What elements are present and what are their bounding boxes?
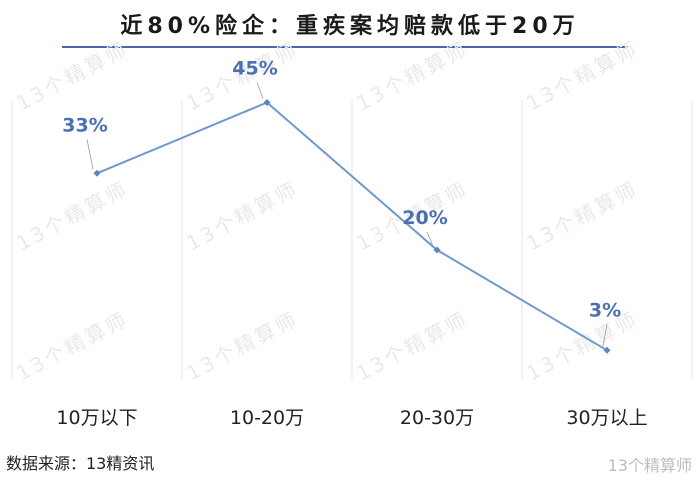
data-point [93,169,101,177]
label-leader-line [86,139,94,170]
label-leader-line [426,231,434,247]
value-label: 33% [62,114,107,136]
brand-watermark: 13个精算师 [607,456,692,475]
value-label: 3% [589,299,621,321]
value-label: 45% [232,58,277,80]
series-line [96,101,608,352]
chart-title: 近80%险企：重疾案均赔款低于20万 [120,14,580,39]
category-label: 10-20万 [230,407,304,429]
label-leader-line [256,82,264,99]
label-leader-line [602,324,608,347]
grid-lines [11,100,693,380]
value-label: 20% [402,207,447,229]
category-label: 10万以下 [56,407,137,429]
data-points [93,99,611,354]
value-labels: 33% 45% 20% 3% [62,58,621,347]
category-label: 30万以上 [566,407,647,429]
category-labels: 10万以下 10-20万 20-30万 30万以上 [56,407,647,429]
data-point [603,346,611,354]
category-label: 20-30万 [400,407,474,429]
data-source-note: 数据来源：13精资讯 [6,454,155,473]
data-point [263,99,271,106]
title-underline [62,46,628,48]
data-point [433,246,441,254]
